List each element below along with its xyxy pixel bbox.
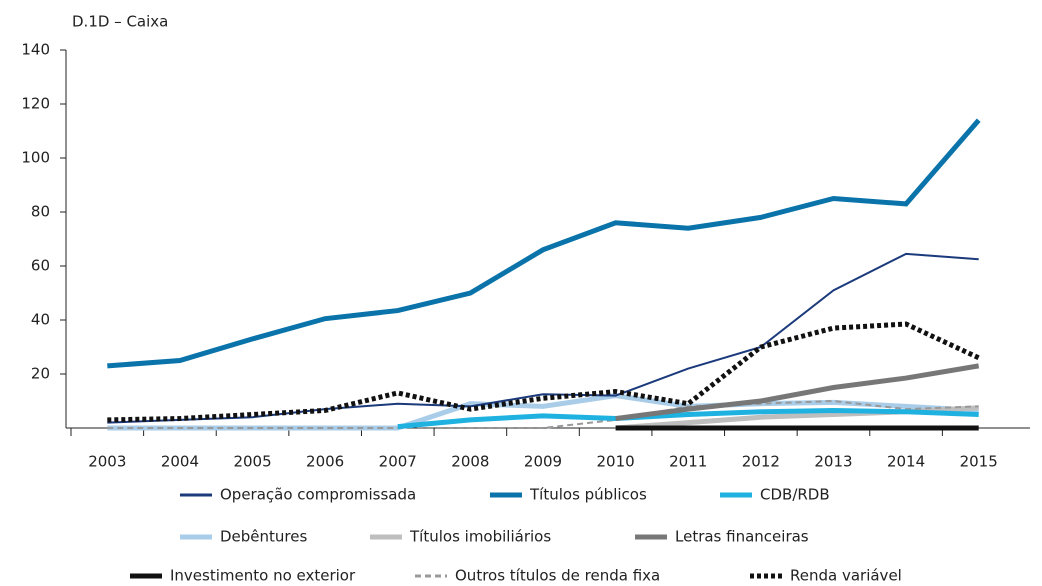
x-tick-label: 2015	[960, 453, 998, 471]
y-tick-label: 20	[31, 365, 50, 383]
x-tick-label: 2012	[742, 453, 780, 471]
x-tick-label: 2009	[524, 453, 562, 471]
legend-label: CDB/RDB	[760, 486, 830, 504]
x-tick-label: 2007	[379, 453, 417, 471]
legend-label: Renda variável	[790, 567, 902, 585]
series-line	[107, 252, 979, 424]
x-tick-label: 2011	[669, 453, 707, 471]
series-line	[107, 399, 979, 429]
legend-label: Títulos imobiliários	[409, 528, 551, 546]
y-tick-label: 140	[21, 41, 50, 59]
legend-label: Operação compromissada	[220, 486, 416, 504]
legend-label: Outros títulos de renda fixa	[455, 567, 660, 585]
x-tick-label: 2014	[887, 453, 925, 471]
x-tick-label: 2013	[814, 453, 852, 471]
x-tick-label: 2005	[233, 453, 271, 471]
legend-label: Debêntures	[220, 528, 307, 546]
x-tick-label: 2004	[161, 453, 199, 471]
y-tick-label: 80	[31, 203, 50, 221]
series-line	[397, 407, 979, 430]
legend-label: Investimento no exterior	[170, 567, 356, 585]
x-tick-label: 2003	[88, 453, 126, 471]
y-tick-label: 100	[21, 149, 50, 167]
legend-label: Letras financeiras	[675, 528, 809, 546]
x-tick-label: 2008	[451, 453, 489, 471]
x-tick-label: 2006	[306, 453, 344, 471]
y-tick-label: 40	[31, 311, 50, 329]
series-line	[107, 118, 981, 369]
y-tick-label: 60	[31, 257, 50, 275]
series-line	[615, 363, 980, 422]
chart-title: D.1D – Caixa	[72, 13, 168, 31]
x-tick-label: 2010	[597, 453, 635, 471]
legend-label: Títulos públicos	[529, 486, 647, 504]
y-tick-label: 120	[21, 95, 50, 113]
